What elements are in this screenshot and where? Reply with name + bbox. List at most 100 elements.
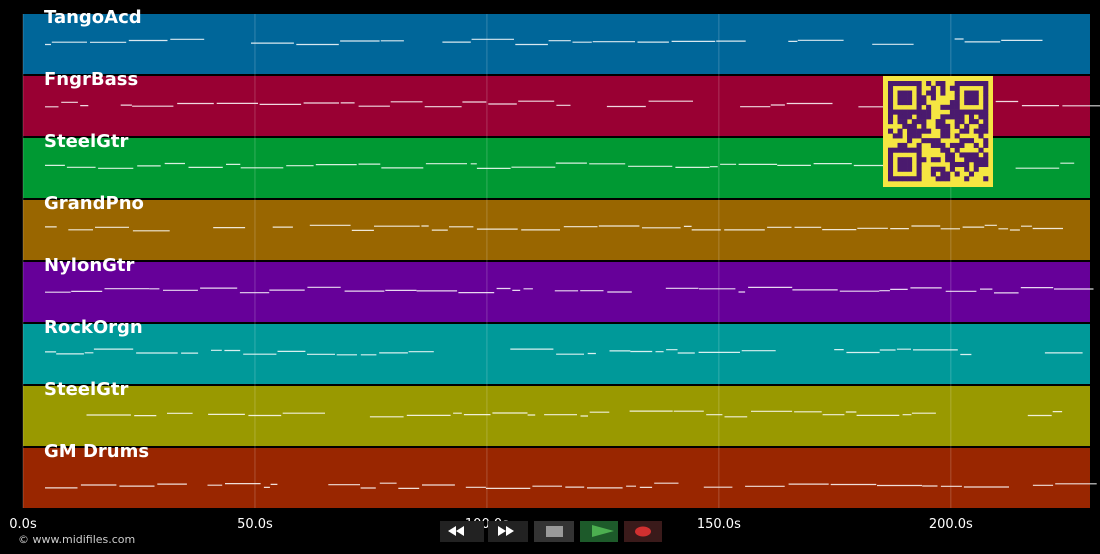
qr-module — [954, 85, 960, 91]
qr-module — [930, 142, 936, 148]
qr-module — [921, 123, 927, 129]
qr-module — [916, 128, 922, 134]
qr-module — [968, 152, 975, 158]
copyright: © www.midifiles.com — [18, 533, 135, 546]
qr-module — [911, 176, 917, 182]
qr-module — [916, 114, 922, 120]
qr-module — [968, 119, 975, 125]
stop-icon — [546, 526, 563, 537]
qr-module — [978, 147, 984, 153]
qr-module — [945, 114, 951, 120]
qr-module — [897, 119, 903, 125]
qr-module — [968, 95, 975, 101]
qr-module — [907, 176, 913, 182]
qr-module — [940, 123, 946, 129]
qr-module — [888, 147, 894, 153]
record-icon — [635, 526, 651, 537]
note-trace — [86, 410, 1063, 418]
qr-module — [888, 90, 894, 96]
qr-module — [964, 157, 970, 163]
qr-module — [907, 100, 913, 106]
qr-module — [897, 90, 903, 96]
qr-module — [902, 114, 908, 120]
qr-module — [964, 100, 970, 106]
qr-module — [973, 128, 979, 134]
qr-module — [921, 119, 927, 125]
qr-module — [978, 109, 984, 115]
qr-module — [916, 104, 922, 110]
qr-module — [940, 119, 946, 125]
qr-module — [959, 128, 965, 134]
track-name: GM Drums — [44, 441, 149, 462]
qr-module — [983, 123, 989, 129]
qr-module — [983, 138, 989, 144]
track-name: SteelGtr — [44, 131, 129, 152]
qr-module — [978, 128, 984, 134]
qr-module — [964, 138, 970, 144]
qr-module — [954, 100, 960, 106]
qr-module — [940, 133, 946, 139]
qr-module — [940, 81, 946, 87]
qr-module — [973, 90, 979, 96]
qr-module — [973, 166, 979, 172]
qr-module — [954, 142, 960, 148]
qr-module — [968, 157, 975, 163]
qr-module — [935, 166, 941, 172]
qr-module — [964, 161, 970, 168]
qr-module — [968, 109, 975, 115]
qr-module — [902, 166, 908, 172]
qr-module — [945, 176, 951, 182]
qr-module — [983, 119, 989, 125]
qr-module — [926, 81, 932, 87]
qr-module — [940, 85, 946, 91]
qr-module — [897, 157, 903, 163]
qr-module — [949, 152, 955, 158]
qr-module — [916, 176, 922, 182]
qr-module — [940, 171, 946, 177]
qr-module — [973, 81, 979, 87]
qr-module — [907, 81, 913, 87]
qr-module — [983, 128, 989, 134]
qr-module — [978, 123, 984, 129]
qr-module — [897, 147, 903, 153]
qr-module — [916, 152, 922, 158]
qr-module — [888, 114, 894, 120]
qr-module — [968, 81, 975, 87]
qr-module — [983, 81, 989, 87]
note-trace — [45, 348, 1083, 356]
qr-module — [926, 138, 932, 144]
qr-module — [888, 152, 894, 158]
qr-module — [902, 176, 908, 182]
qr-module — [916, 90, 922, 96]
qr-module — [978, 114, 984, 120]
qr-module — [911, 119, 917, 125]
qr-module — [902, 161, 908, 168]
qr-module — [926, 114, 932, 120]
qr-module — [935, 123, 941, 129]
qr-module — [949, 157, 955, 163]
track-band — [23, 14, 1090, 74]
qr-module — [949, 109, 955, 115]
qr-module — [964, 123, 970, 129]
qr-module — [964, 152, 970, 158]
qr-module — [916, 157, 922, 163]
qr-module — [907, 109, 913, 115]
qr-module — [935, 81, 941, 87]
qr-module — [954, 114, 960, 120]
transport-controls — [440, 521, 662, 542]
qr-module — [897, 100, 903, 106]
track-band — [23, 448, 1090, 508]
qr-module — [888, 119, 894, 125]
forward-icon — [498, 526, 514, 536]
qr-module — [892, 147, 898, 153]
qr-module — [897, 166, 903, 172]
qr-module — [954, 109, 960, 115]
qr-module — [907, 123, 913, 129]
qr-module — [968, 100, 975, 106]
qr-module — [949, 104, 955, 110]
qr-module — [888, 109, 894, 115]
note-trace — [45, 162, 1075, 169]
qr-module — [888, 104, 894, 110]
grid — [22, 14, 952, 508]
qr-module — [930, 166, 936, 172]
